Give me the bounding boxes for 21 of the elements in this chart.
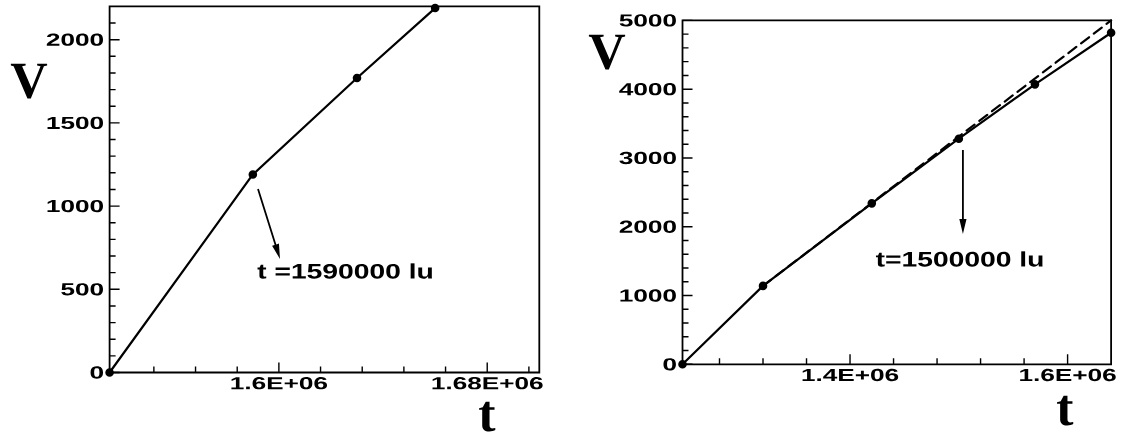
- y-tick-label: 1500: [47, 116, 103, 130]
- y-tick-label: 500: [61, 283, 103, 296]
- y-tick-label: 2000: [619, 220, 676, 233]
- y-tick-label: 1000: [620, 289, 676, 302]
- x-tick-label: 1.68E+06: [432, 377, 543, 390]
- x-tick-label: 1.4E+06: [802, 368, 899, 382]
- x-axis-title: t: [479, 401, 496, 432]
- y-tick-label: 4000: [619, 83, 676, 96]
- x-tick-label: 1.6E+06: [231, 377, 328, 390]
- y-axis-title: V: [10, 63, 48, 99]
- y-tick-label: 5000: [619, 14, 676, 27]
- annotation: t =1590000 lu: [257, 263, 432, 279]
- x-tick-label: 1.6E+06: [1020, 368, 1116, 382]
- x-axis-title: t: [1057, 395, 1074, 426]
- y-tick-label: 0: [90, 366, 103, 379]
- y-tick-label: 0: [663, 358, 676, 371]
- y-tick-label: 1000: [47, 199, 103, 213]
- y-tick-label: 2000: [46, 33, 103, 46]
- y-axis-title: V: [588, 34, 626, 70]
- y-tick-label: 3000: [619, 151, 676, 165]
- annotation: t=1500000 lu: [875, 251, 1043, 267]
